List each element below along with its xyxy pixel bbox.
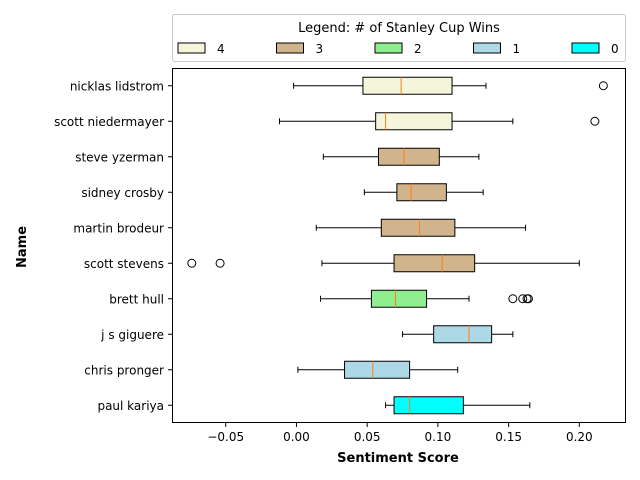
legend-swatch <box>177 42 206 54</box>
x-axis-label: Sentiment Score <box>337 451 459 466</box>
box <box>380 218 456 237</box>
box-row-brett-hull: brett hull <box>109 289 533 308</box>
y-tick-label: scott stevens <box>84 257 164 271</box>
box <box>362 76 453 95</box>
legend-entry-4: 4 <box>177 42 225 56</box>
outlier-point <box>518 294 528 304</box>
y-tick-label: sidney crosby <box>81 186 164 200</box>
outlier-point <box>187 258 197 268</box>
x-tick-label: 0.15 <box>495 430 522 444</box>
x-tick-label: 0.10 <box>425 430 452 444</box>
box <box>370 289 428 308</box>
legend-label: 1 <box>513 42 521 56</box>
box <box>393 254 476 273</box>
outlier-point <box>508 294 518 304</box>
x-tick-label: 0.05 <box>354 430 381 444</box>
legend-entry-0: 0 <box>571 42 619 56</box>
box-row-scott-stevens: scott stevens <box>84 254 580 273</box>
legend: Legend: # of Stanley Cup Wins 4 3 2 1 0 <box>172 14 626 62</box>
y-tick-label: martin brodeur <box>73 221 164 235</box>
box <box>375 112 453 131</box>
x-tick-label: 0.00 <box>283 430 310 444</box>
outlier-point <box>215 258 225 268</box>
box-row-j-s-giguere: j s giguere <box>100 325 514 344</box>
box-row-steve-yzerman: steve yzerman <box>75 147 480 166</box>
legend-label: 4 <box>217 42 225 56</box>
y-tick-label: brett hull <box>109 292 164 306</box>
legend-entry-1: 1 <box>473 42 521 56</box>
axes-frame <box>172 68 626 423</box>
box-row-martin-brodeur: martin brodeur <box>73 218 527 237</box>
y-axis-label: Name <box>15 226 30 268</box>
box <box>377 147 440 166</box>
y-tick-label: chris pronger <box>84 363 164 377</box>
legend-label: 0 <box>611 42 619 56</box>
x-tick-label: −0.05 <box>207 430 244 444</box>
legend-entry-3: 3 <box>276 42 324 56</box>
box <box>393 396 464 415</box>
legend-label: 2 <box>414 42 422 56</box>
y-tick-label: steve yzerman <box>75 150 164 164</box>
legend-swatch <box>276 42 304 54</box>
legend-swatch <box>374 42 403 54</box>
y-tick-label: scott niedermayer <box>54 115 164 129</box>
outlier-point <box>598 81 608 91</box>
y-tick-label: j s giguere <box>100 328 164 342</box>
legend-title: Legend: # of Stanley Cup Wins <box>298 21 500 36</box>
box-row-chris-pronger: chris pronger <box>84 360 459 379</box>
y-tick-label: nicklas lidstrom <box>70 79 164 93</box>
legend-swatch <box>473 42 501 54</box>
box-row-scott-niedermayer: scott niedermayer <box>54 112 600 131</box>
box <box>396 183 447 202</box>
box <box>344 360 411 379</box>
outlier-point <box>523 294 533 304</box>
outlier-point <box>590 116 600 126</box>
plot-area: −0.05 0.00 0.05 0.10 0.15 0.20 nicklas lidstro… <box>54 68 626 444</box>
box-row-sidney-crosby: sidney crosby <box>81 183 484 202</box>
box-row-paul-kariya: paul kariya <box>97 396 531 415</box>
box-row-nicklas-lidstrom: nicklas lidstrom <box>70 76 608 95</box>
x-tick-label: 0.20 <box>566 430 593 444</box>
box <box>433 325 493 344</box>
y-tick-label: paul kariya <box>97 399 164 413</box>
legend-label: 3 <box>316 42 324 56</box>
legend-entry-2: 2 <box>374 42 422 56</box>
legend-swatch <box>571 42 600 54</box>
